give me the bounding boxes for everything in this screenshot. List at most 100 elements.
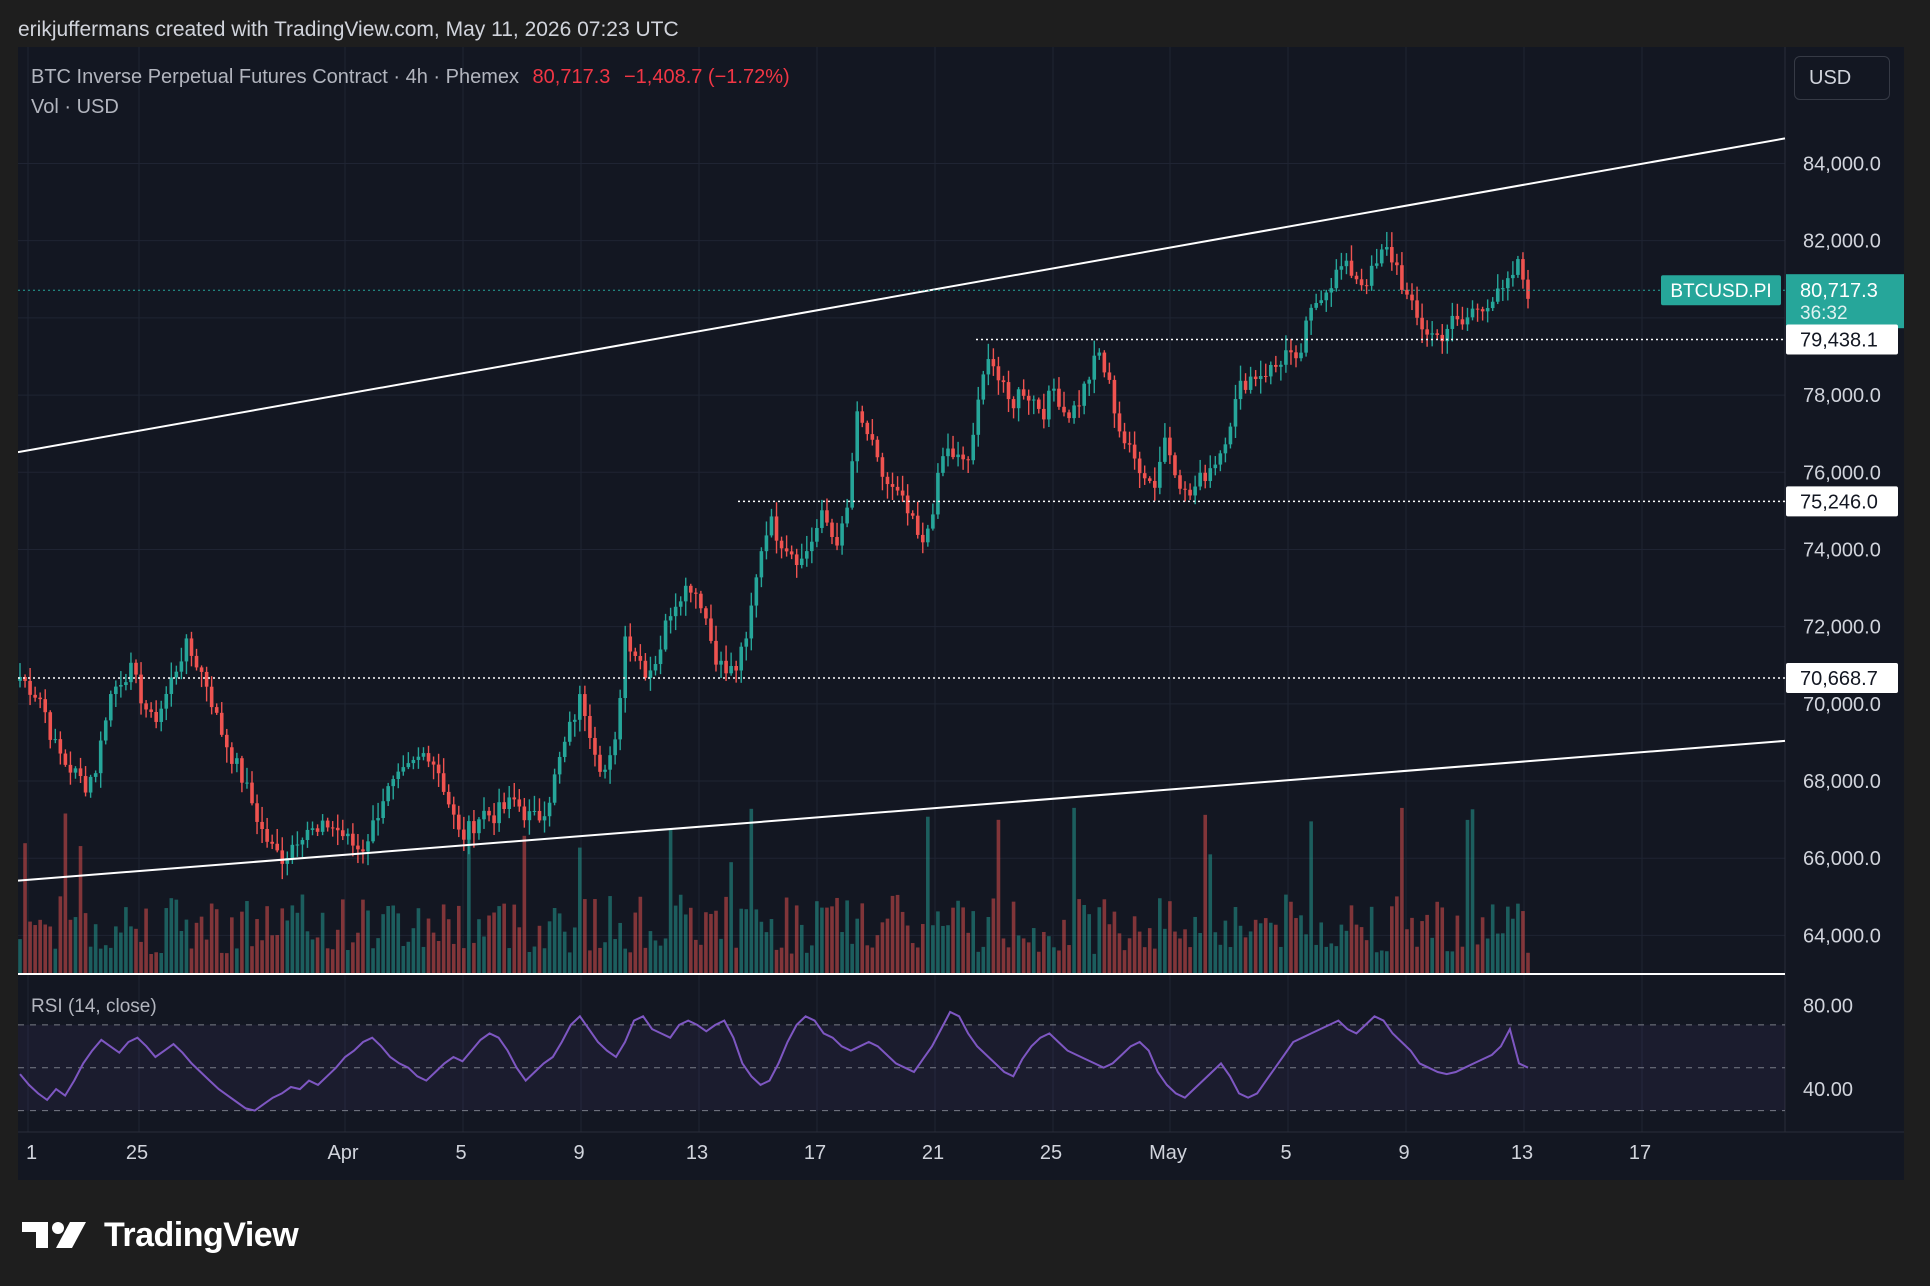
volume-bar (512, 904, 517, 974)
candle-body (462, 829, 466, 840)
volume-bar (850, 943, 854, 974)
volume-bar (915, 947, 920, 974)
volume-bar (396, 913, 401, 974)
candle-body (512, 797, 517, 800)
candle-body (1450, 315, 1455, 329)
volume-bar (1344, 930, 1349, 974)
candle-body (1329, 288, 1334, 293)
volume-bar (1168, 901, 1172, 974)
volume-bar (1132, 916, 1137, 974)
volume-bar (134, 928, 138, 974)
candle-body (189, 638, 194, 656)
currency-button[interactable]: USD (1794, 56, 1890, 100)
candle-body (18, 676, 22, 681)
volume-bar (1102, 899, 1107, 974)
candle-body (1284, 350, 1288, 365)
volume-bar (250, 946, 254, 974)
candle-body (431, 761, 436, 765)
candle-body (199, 667, 204, 672)
x-tick-label: 13 (686, 1142, 708, 1164)
volume-bar (830, 906, 834, 974)
candle-body (966, 459, 970, 461)
volume-bar (764, 932, 769, 974)
volume-bar (159, 952, 164, 974)
volume-bar (245, 901, 249, 974)
candle-body (517, 799, 522, 807)
volume-bar (663, 938, 668, 974)
candle-body (1324, 292, 1329, 301)
candle-body (1309, 307, 1313, 321)
volume-bar (1405, 929, 1409, 974)
candle-body (885, 476, 890, 485)
volume-bar (628, 952, 633, 974)
volume-bar (976, 951, 981, 974)
candle-body (204, 671, 209, 687)
volume-bar (446, 919, 451, 974)
volume-bar (971, 911, 976, 974)
candle-body (951, 448, 955, 458)
volume-bar (673, 905, 678, 974)
volume-bar (588, 950, 592, 974)
volume-bar (1137, 931, 1142, 974)
volume-bar (724, 896, 728, 974)
volume-bar (704, 912, 708, 974)
candle-body (1400, 265, 1404, 290)
candle-body (779, 540, 784, 549)
volume-bar (472, 942, 476, 974)
trendline (18, 137, 1786, 454)
volume-bar (194, 922, 199, 974)
volume-bar (456, 905, 461, 974)
volume-bar (840, 932, 844, 974)
candle-body (1495, 288, 1500, 302)
volume-bar (1092, 953, 1097, 974)
volume-bar (1117, 933, 1122, 974)
legend-symbol[interactable]: BTC Inverse Perpetual Futures Contract ·… (31, 66, 519, 88)
volume-bar (179, 930, 184, 974)
volume-bar (623, 948, 628, 974)
candle-body (799, 558, 804, 566)
candle-body (845, 507, 849, 524)
volume-bar (860, 903, 865, 974)
rsi-label[interactable]: RSI (14, close) (31, 996, 157, 1017)
candle-body (1354, 275, 1359, 280)
candle-body (1077, 405, 1081, 407)
candle-body (401, 767, 406, 772)
legend-volume[interactable]: Vol · USD (31, 96, 119, 118)
volume-bar (1072, 807, 1076, 974)
x-tick-label: 13 (1511, 1142, 1533, 1164)
candle-body (567, 721, 572, 742)
candle-body (108, 694, 113, 721)
candle-body (1460, 319, 1465, 325)
volume-bar (996, 819, 1001, 974)
candle-body (1062, 406, 1066, 413)
candle-body (860, 411, 865, 423)
candle-body (255, 803, 259, 822)
volume-bar (1495, 933, 1500, 974)
volume-bar (1006, 947, 1011, 974)
volume-bar (93, 924, 98, 974)
volume-bar (608, 896, 612, 974)
candle-body (774, 516, 779, 541)
candle-body (855, 411, 860, 462)
candle-body (1430, 333, 1434, 335)
chart-svg[interactable]: 1 25 Apr 5 9 13 17 21 25 May 5 9 13 17 84,000.0 82,000.… (18, 47, 1904, 1180)
candle-body (174, 671, 179, 678)
candle-body (134, 662, 138, 675)
volume-bar (562, 931, 567, 974)
volume-bar (1193, 916, 1197, 974)
volume-bar (88, 946, 93, 974)
candle-body (1021, 389, 1026, 396)
bar-countdown-label: 36:32 (1800, 303, 1848, 324)
chart-frame[interactable]: 1 25 Apr 5 9 13 17 21 25 May 5 9 13 17 84,000.0 82,000.… (18, 47, 1904, 1180)
candle-body (1314, 303, 1318, 308)
candle-body (870, 434, 875, 440)
candle-body (28, 680, 32, 695)
volume-bar (340, 899, 345, 974)
y-tick-label: 66,000.0 (1803, 848, 1881, 870)
volume-bar (1163, 928, 1167, 974)
volume-bar (431, 932, 436, 974)
candle-body (1011, 399, 1016, 409)
volume-bar (290, 905, 295, 974)
y-tick-label: 68,000.0 (1803, 771, 1881, 793)
candle-body (1203, 472, 1208, 482)
